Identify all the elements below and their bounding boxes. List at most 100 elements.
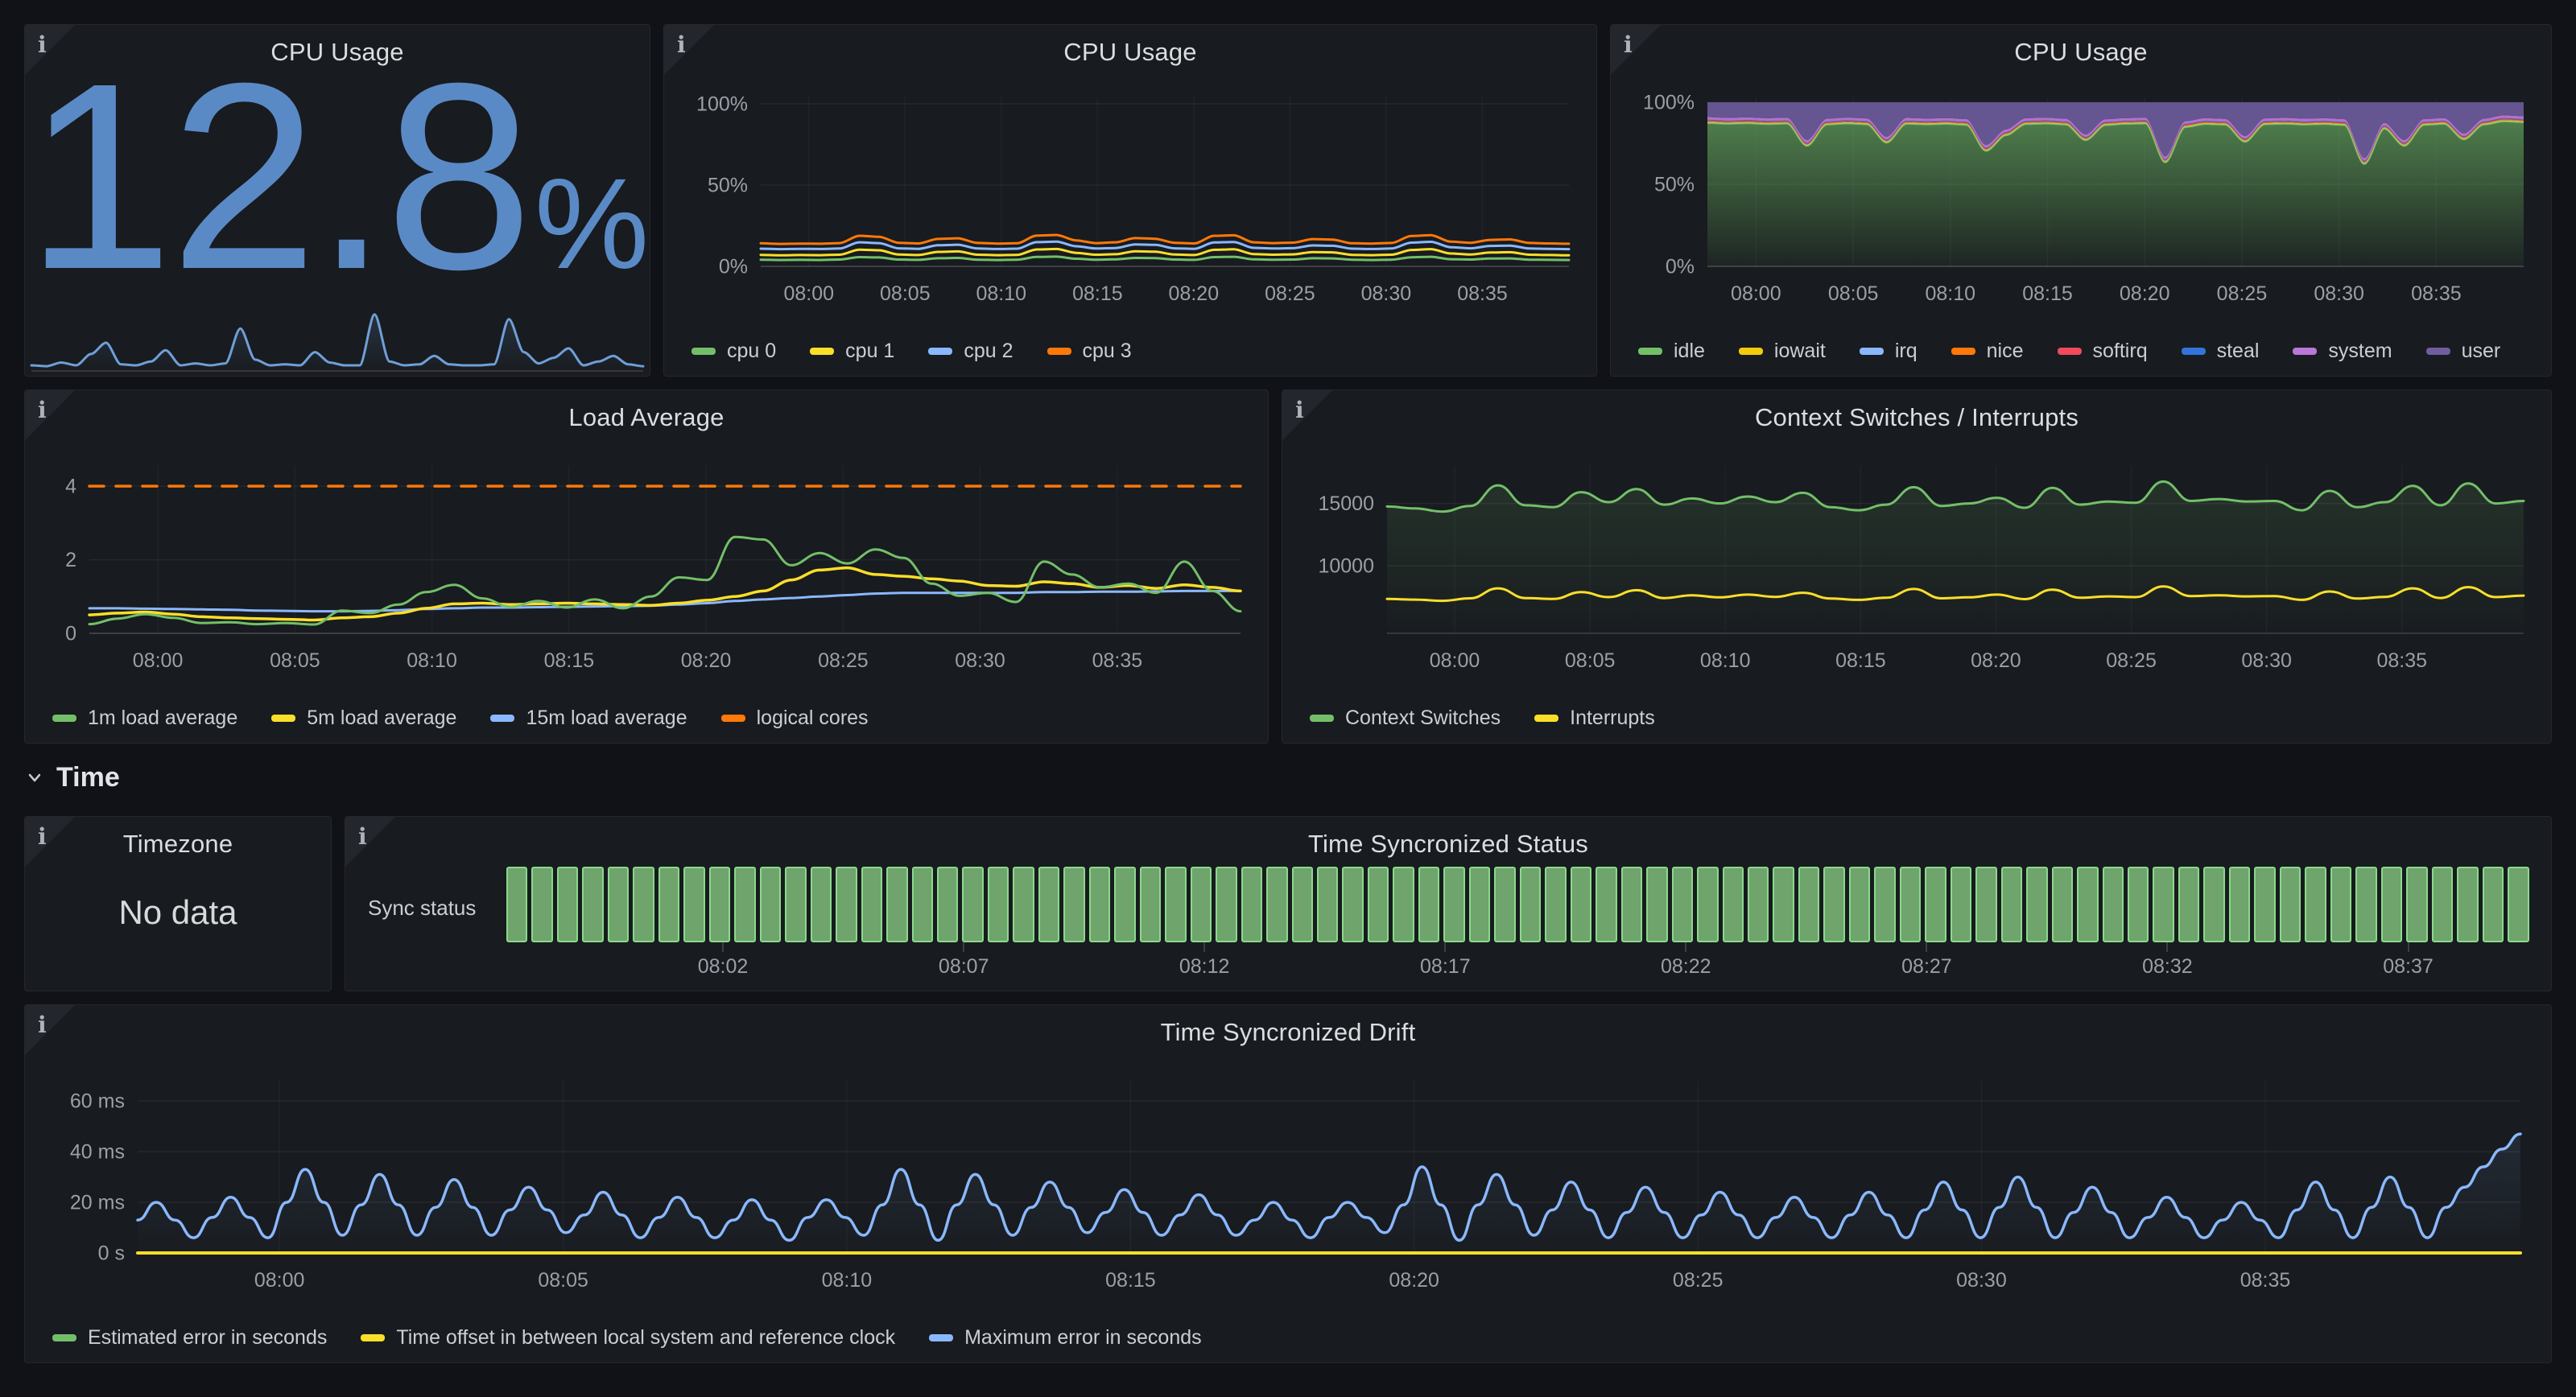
status-bar-segment: [1697, 867, 1719, 942]
panel-title[interactable]: Timezone: [122, 830, 233, 858]
legend-item[interactable]: idle: [1638, 340, 1705, 363]
legend-item[interactable]: Time offset in between local system and …: [361, 1326, 895, 1350]
status-bar-segment: [1190, 867, 1212, 942]
panel-info-icon[interactable]: [25, 390, 75, 440]
svg-text:08:05: 08:05: [270, 649, 320, 672]
legend-item[interactable]: irq: [1859, 340, 1918, 363]
legend-item[interactable]: Estimated error in seconds: [52, 1326, 327, 1350]
legend-swatch: [1859, 348, 1884, 355]
axis-tick-label: 08:12: [1179, 955, 1230, 978]
svg-text:50%: 50%: [1654, 174, 1695, 196]
panel-info-icon[interactable]: [25, 817, 75, 867]
legend-item[interactable]: system: [2293, 340, 2392, 363]
svg-text:0%: 0%: [1666, 256, 1695, 278]
sync-status-row-label: Sync status: [368, 896, 477, 920]
status-bar-segment: [1418, 867, 1440, 942]
legend-swatch: [52, 715, 76, 722]
svg-text:08:35: 08:35: [1457, 282, 1508, 305]
legend-swatch: [928, 348, 953, 355]
legend-item[interactable]: cpu 2: [928, 340, 1013, 363]
legend-label: Maximum error in seconds: [964, 1326, 1202, 1349]
legend-item[interactable]: 1m load average: [52, 707, 237, 730]
panel-title[interactable]: CPU Usage: [2014, 38, 2148, 66]
panel-info-icon[interactable]: [25, 25, 75, 75]
panel-info-icon[interactable]: [664, 25, 714, 75]
svg-text:4: 4: [65, 476, 76, 498]
legend-item[interactable]: cpu 0: [691, 340, 776, 363]
chart-legend: cpu 0 cpu 1 cpu 2 cpu 3: [691, 340, 1132, 363]
legend-swatch: [1951, 348, 1975, 355]
legend-swatch: [271, 715, 296, 722]
status-bar-segment: [1773, 867, 1794, 942]
load-average-chart[interactable]: 0 2 4 08:00 08:05 08:10 08:15 08:20 08:25 08:30 08…: [33, 442, 1257, 678]
legend-swatch: [691, 348, 716, 355]
svg-text:08:25: 08:25: [2106, 649, 2157, 672]
status-bar-segment: [2051, 867, 2074, 942]
legend-item[interactable]: Maximum error in seconds: [929, 1326, 1202, 1350]
legend-label: iowait: [1773, 340, 1826, 362]
status-bar-segment: [936, 867, 959, 942]
stat-sparkline: [28, 297, 646, 373]
panel-title[interactable]: Time Syncronized Status: [1307, 830, 1589, 858]
status-bar-segment: [2254, 867, 2276, 942]
legend-item[interactable]: Context Switches: [1310, 707, 1501, 730]
panel-title[interactable]: Load Average: [568, 403, 724, 431]
status-bar-segment: [1545, 867, 1567, 942]
status-bars[interactable]: [506, 867, 2529, 942]
status-bar-segment: [1013, 867, 1034, 942]
legend-label: softirq: [2092, 340, 2148, 362]
status-bar-segment: [1114, 867, 1136, 942]
time-sync-drift-chart[interactable]: 0 s 20 ms 40 ms 60 ms 08:00 08:05 08:10 08:15 08…: [33, 1057, 2540, 1298]
status-bar-segment: [1519, 867, 1542, 942]
status-bar-segment: [2178, 867, 2200, 942]
cpu-modes-chart[interactable]: 0% 50% 100% 08:00 08:05 08:10 08:15 08:20 08:25 0…: [1619, 76, 2540, 311]
legend-swatch: [2181, 348, 2206, 355]
panel-info-icon[interactable]: [345, 817, 395, 867]
legend-label: cpu 0: [727, 340, 777, 362]
legend-item[interactable]: cpu 1: [810, 340, 894, 363]
status-bar-segment: [582, 867, 604, 942]
status-bar-segment: [1747, 867, 1769, 942]
legend-item[interactable]: cpu 3: [1046, 340, 1132, 363]
axis-tick-mark: [1685, 942, 1687, 952]
axis-tick-mark: [722, 942, 724, 952]
cpu-per-core-chart[interactable]: 0% 50% 100% 08:00 08:05 08:10 08:15 08:20 08:25 0…: [672, 76, 1585, 311]
status-bar-segment: [861, 867, 883, 942]
legend-swatch: [2293, 348, 2318, 355]
panel-info-icon[interactable]: [1282, 390, 1332, 440]
legend-swatch: [490, 715, 515, 722]
panel-info-icon[interactable]: [25, 1005, 75, 1055]
status-bar-segment: [1241, 867, 1263, 942]
legend-item[interactable]: iowait: [1738, 340, 1826, 363]
legend-item[interactable]: Interrupts: [1534, 707, 1655, 730]
section-header-time[interactable]: Time: [24, 755, 120, 800]
panel-title[interactable]: Time Syncronized Drift: [1160, 1018, 1416, 1046]
legend-item[interactable]: nice: [1951, 340, 2024, 363]
svg-text:08:10: 08:10: [1700, 649, 1751, 672]
legend-label: 1m load average: [88, 707, 238, 729]
legend-item[interactable]: logical cores: [720, 707, 869, 730]
svg-text:08:25: 08:25: [1265, 282, 1315, 305]
legend-item[interactable]: 15m load average: [490, 707, 687, 730]
status-bar-segment: [1848, 867, 1871, 942]
legend-label: cpu 1: [845, 340, 895, 362]
svg-text:50%: 50%: [708, 175, 748, 197]
status-bar-segment: [2228, 867, 2251, 942]
panel-title[interactable]: CPU Usage: [1063, 38, 1197, 66]
panel-info-icon[interactable]: [1611, 25, 1661, 75]
svg-text:08:25: 08:25: [818, 649, 869, 672]
panel-title[interactable]: CPU Usage: [270, 38, 404, 66]
legend-item[interactable]: 5m load average: [271, 707, 456, 730]
status-bar-segment: [2482, 867, 2504, 942]
context-switches-chart[interactable]: 10000 15000 08:00 08:05 08:10 08:15 08:20 08:25…: [1290, 442, 2540, 678]
svg-text:08:35: 08:35: [2411, 282, 2462, 305]
sync-status-timeline[interactable]: 08:02 08:07 08:12 08:17 08:22 08:27 08:32 08:37: [506, 867, 2529, 984]
status-bar-segment: [2077, 867, 2099, 942]
legend-item[interactable]: steal: [2181, 340, 2259, 363]
status-bar-segment: [1139, 867, 1162, 942]
legend-item[interactable]: softirq: [2057, 340, 2148, 363]
panel-title[interactable]: Context Switches / Interrupts: [1754, 403, 2079, 431]
legend-item[interactable]: user: [2425, 340, 2500, 363]
status-bar-segment: [1317, 867, 1339, 942]
svg-text:08:10: 08:10: [407, 649, 457, 672]
